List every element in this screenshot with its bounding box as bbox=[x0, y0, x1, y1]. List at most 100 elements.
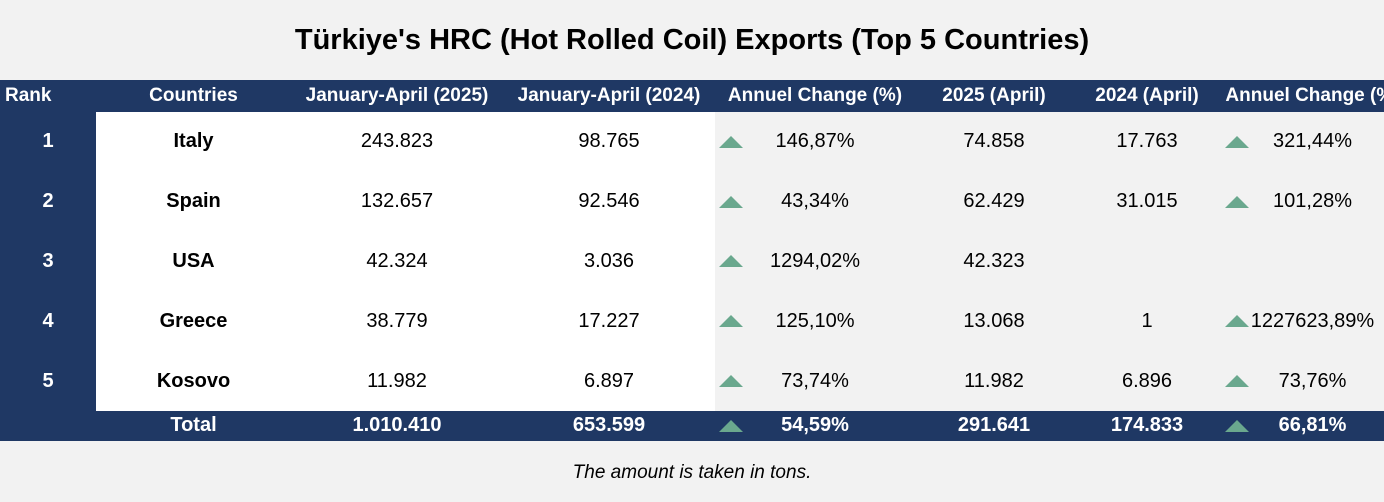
up-triangle-icon bbox=[719, 315, 743, 328]
up-triangle-icon bbox=[1225, 375, 1249, 388]
page-title: Türkiye's HRC (Hot Rolled Coil) Exports … bbox=[294, 23, 1090, 56]
ja2025-cell: 243.823 bbox=[291, 112, 503, 172]
apr2024-cell-value: 6.896 bbox=[1121, 369, 1173, 392]
ja_change-cell-value: 73,74% bbox=[781, 369, 849, 392]
ja2025-cell: 132.657 bbox=[291, 171, 503, 232]
ja2025-cell-value: 243.823 bbox=[360, 130, 434, 153]
total-ja2025-cell-value: 1.010.410 bbox=[352, 414, 442, 437]
table-row: 3 USA 42.324 3.036 1294,02% 42.323 bbox=[0, 231, 1384, 292]
column-header: January-April (2024) bbox=[503, 80, 715, 112]
apr2024-cell: 6.896 bbox=[1073, 351, 1221, 411]
apr2025-cell-value: 42.323 bbox=[963, 249, 1025, 272]
ja2024-cell-value: 3.036 bbox=[583, 249, 635, 272]
apr2024-cell: 17.763 bbox=[1073, 112, 1221, 172]
ja2024-cell-value: 92.546 bbox=[578, 190, 640, 213]
column-header: 2024 (April) bbox=[1073, 80, 1221, 112]
ja2025-cell-value: 38.779 bbox=[366, 309, 428, 332]
column-header: Rank bbox=[0, 80, 96, 112]
total-row: Total 1.010.410 653.599 54,59% 291.641 174.83… bbox=[0, 410, 1384, 441]
apr2025-cell-value: 62.429 bbox=[963, 190, 1025, 213]
ja2025-cell: 11.982 bbox=[291, 351, 503, 411]
ja2024-cell: 92.546 bbox=[503, 171, 715, 232]
country-cell: Spain bbox=[96, 171, 291, 232]
apr2025-cell: 42.323 bbox=[915, 231, 1073, 292]
apr2024-cell: 1 bbox=[1073, 291, 1221, 352]
total-apr2025-cell: 291.641 bbox=[915, 410, 1073, 441]
country-cell-value: Kosovo bbox=[156, 369, 231, 392]
apr_change-cell: 321,44% bbox=[1221, 112, 1384, 172]
rank-cell: 2 bbox=[0, 171, 96, 232]
ja2025-cell-value: 132.657 bbox=[360, 190, 434, 213]
rank-cell-value: 3 bbox=[42, 249, 54, 272]
apr2024-cell-value: 31.015 bbox=[1116, 190, 1178, 213]
up-triangle-icon bbox=[1225, 195, 1249, 208]
ja2024-cell: 3.036 bbox=[503, 231, 715, 292]
column-header: 2025 (April) bbox=[915, 80, 1073, 112]
up-triangle-icon bbox=[719, 375, 743, 388]
header-row: Rank Countries January-April (2025) Janu… bbox=[0, 80, 1384, 112]
country-cell-value: USA bbox=[172, 249, 215, 272]
ja_change-cell: 125,10% bbox=[715, 291, 915, 352]
ja2024-cell: 17.227 bbox=[503, 291, 715, 352]
up-triangle-icon bbox=[719, 135, 743, 148]
rank-cell-value: 4 bbox=[42, 309, 54, 332]
apr2024-cell bbox=[1073, 231, 1221, 292]
ja2025-cell: 38.779 bbox=[291, 291, 503, 352]
apr_change-cell-value: 1227623,89% bbox=[1250, 309, 1375, 332]
ja2024-cell: 6.897 bbox=[503, 351, 715, 411]
apr_change-cell: 73,76% bbox=[1221, 351, 1384, 411]
up-triangle-icon bbox=[1225, 135, 1249, 148]
up-triangle-icon bbox=[719, 255, 743, 268]
country-cell: Italy bbox=[96, 112, 291, 172]
apr_change-cell: 1227623,89% bbox=[1221, 291, 1384, 352]
apr2024-cell-value: 17.763 bbox=[1116, 130, 1178, 153]
ja2024-cell-value: 98.765 bbox=[578, 130, 640, 153]
up-triangle-icon bbox=[1225, 315, 1249, 328]
total-apr2024-cell-value: 174.833 bbox=[1110, 414, 1184, 437]
up-triangle-icon bbox=[719, 419, 743, 432]
table-row: 5 Kosovo 11.982 6.897 73,74% 11.982 6.896 73,76… bbox=[0, 351, 1384, 411]
total-rank-cell bbox=[0, 410, 96, 441]
table-row: 4 Greece 38.779 17.227 125,10% 13.068 1 1227623… bbox=[0, 291, 1384, 352]
rank-cell: 1 bbox=[0, 112, 96, 172]
apr2025-cell: 74.858 bbox=[915, 112, 1073, 172]
apr_change-cell bbox=[1221, 231, 1384, 292]
ja2025-cell-value: 11.982 bbox=[367, 369, 427, 392]
rank-cell-value: 5 bbox=[42, 369, 54, 392]
table-row: 1 Italy 243.823 98.765 146,87% 74.858 17.763 32… bbox=[0, 112, 1384, 172]
ja2024-cell-value: 17.227 bbox=[578, 309, 640, 332]
total-apr_change-cell: 66,81% bbox=[1221, 410, 1384, 441]
total-ja2024-cell-value: 653.599 bbox=[572, 414, 646, 437]
ja2025-cell: 42.324 bbox=[291, 231, 503, 292]
apr2025-cell: 62.429 bbox=[915, 171, 1073, 232]
apr_change-cell-value: 73,76% bbox=[1278, 369, 1347, 392]
apr2024-cell-value: 1 bbox=[1141, 309, 1153, 332]
rank-cell: 3 bbox=[0, 231, 96, 292]
total-apr2025-cell-value: 291.641 bbox=[957, 414, 1031, 437]
ja_change-cell: 146,87% bbox=[715, 112, 915, 172]
total-apr_change-cell-value: 66,81% bbox=[1278, 414, 1347, 437]
rank-cell: 5 bbox=[0, 351, 96, 411]
column-header: Countries bbox=[96, 80, 291, 112]
apr2025-cell: 11.982 bbox=[915, 351, 1073, 411]
column-header: Annuel Change (%) bbox=[715, 80, 915, 112]
ja_change-cell: 1294,02% bbox=[715, 231, 915, 292]
ja_change-cell-value: 146,87% bbox=[775, 130, 855, 153]
apr2025-cell-value: 11.982 bbox=[964, 369, 1024, 392]
total-label-cell: Total bbox=[96, 410, 291, 441]
ja2025-cell-value: 42.324 bbox=[366, 249, 428, 272]
rank-cell-value: 1 bbox=[42, 130, 54, 153]
total-ja2024-cell: 653.599 bbox=[503, 410, 715, 441]
ja2024-cell: 98.765 bbox=[503, 112, 715, 172]
apr_change-cell: 101,28% bbox=[1221, 171, 1384, 232]
column-header: Annuel Change (%) bbox=[1221, 80, 1384, 112]
total-ja_change-cell: 54,59% bbox=[715, 410, 915, 441]
ja_change-cell-value: 43,34% bbox=[781, 190, 849, 213]
column-header: January-April (2025) bbox=[291, 80, 503, 112]
country-cell: Kosovo bbox=[96, 351, 291, 411]
rank-cell: 4 bbox=[0, 291, 96, 352]
ja_change-cell: 73,74% bbox=[715, 351, 915, 411]
total-label-cell-value: Total bbox=[170, 414, 217, 437]
table-row: 2 Spain 132.657 92.546 43,34% 62.429 31.015 101… bbox=[0, 171, 1384, 232]
total-ja2025-cell: 1.010.410 bbox=[291, 410, 503, 441]
